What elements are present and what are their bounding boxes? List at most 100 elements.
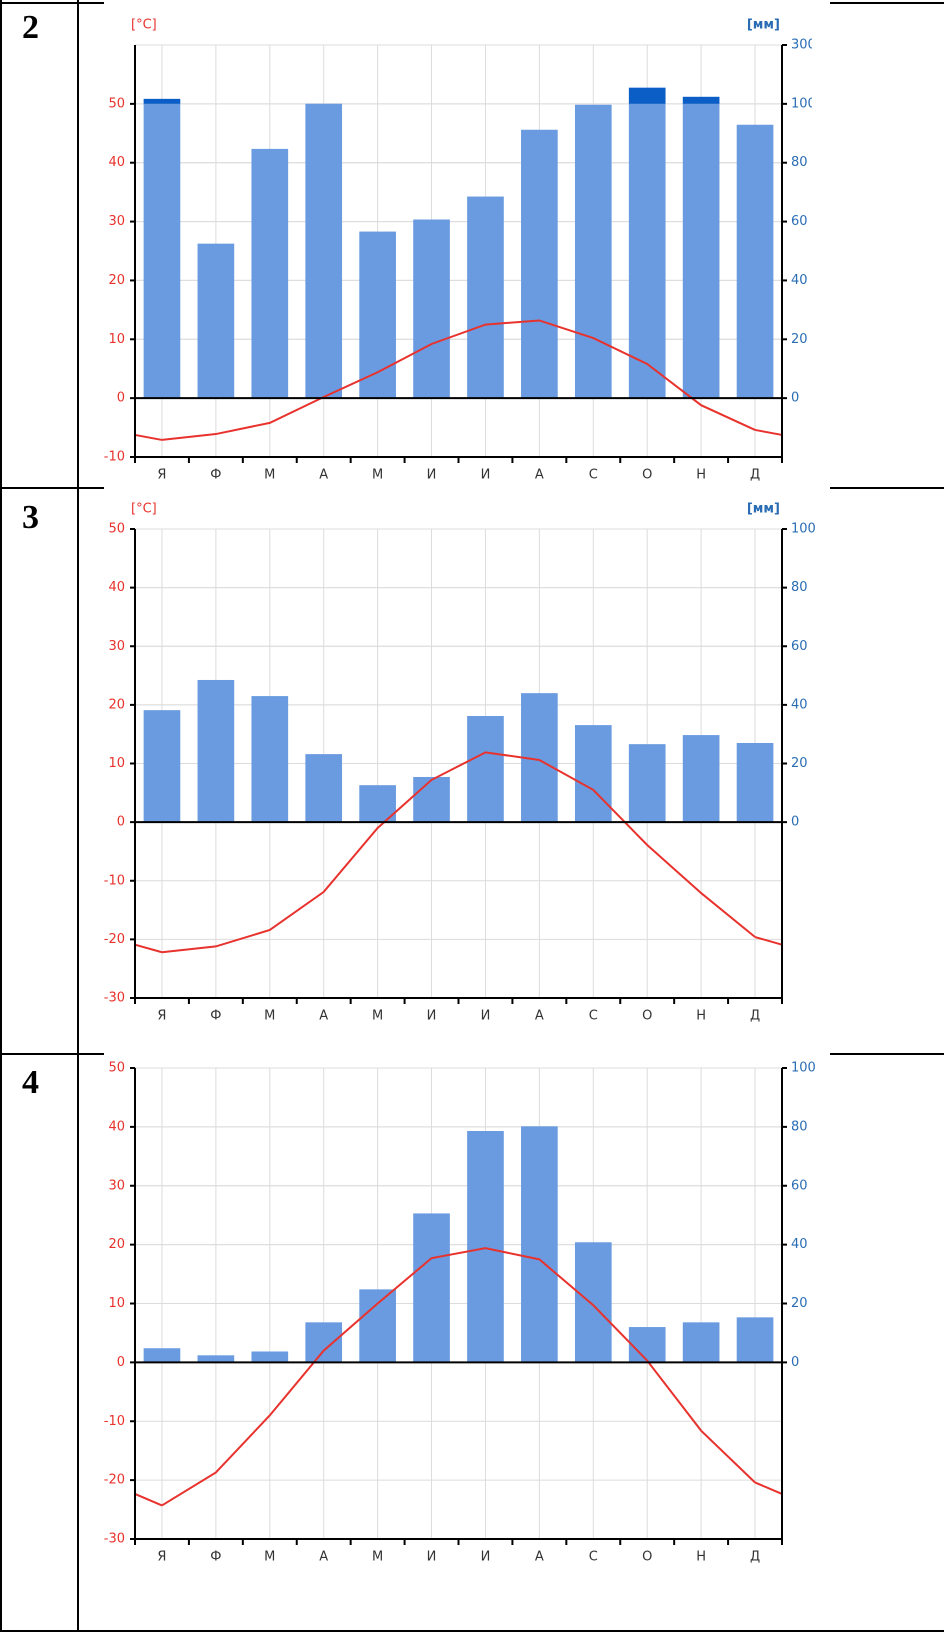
bar [736,1317,774,1363]
y-tick-label: 40 [108,155,125,170]
bar [736,742,774,823]
bar [574,104,612,399]
y-axis-label: [°C] [131,502,157,517]
bar [413,219,450,399]
y-tick-label: -10 [104,1414,125,1429]
x-tick-label: С [589,1009,598,1024]
y2-tick-label: 60 [791,1178,808,1193]
x-tick-label: Ф [210,468,221,483]
y2-tick-label: 60 [791,639,808,654]
x-tick-label: А [535,468,544,483]
x-tick-label: О [642,468,652,483]
x-tick-label: С [589,468,598,483]
line-wrap [134,1493,163,1507]
y-tick-label: 40 [108,580,125,595]
bar [413,1213,450,1363]
bar [251,148,289,399]
y-tick-label: 30 [108,1178,125,1193]
y2-tick-label: 0 [791,815,799,830]
x-tick-label: М [372,1550,383,1565]
y-tick-label: -20 [104,932,125,947]
y2-tick-label: 80 [791,1119,808,1134]
x-tick-label: М [372,1009,383,1024]
x-tick-label: Ф [210,1550,221,1565]
y2-tick-label: 80 [791,580,808,595]
bar [628,103,666,399]
x-tick-label: Д [750,1009,760,1024]
y-tick-label: 0 [117,391,125,406]
bar-overflow [143,98,181,104]
x-tick-label: И [481,1009,491,1024]
y-tick-label: 10 [108,1296,125,1311]
x-tick-label: Д [750,468,760,483]
x-tick-label: М [264,1009,275,1024]
bar-overflow [628,87,666,104]
bar [197,243,235,399]
bar [467,1130,504,1363]
y2-tick-label: 20 [791,1296,808,1311]
x-tick-label: О [642,1550,652,1565]
line [161,1247,756,1507]
y-tick-label: -10 [104,450,125,465]
panel-label: 4 [22,1064,39,1101]
line [161,319,756,441]
bar [628,744,666,823]
bar [521,129,558,399]
x-tick-label: И [427,1550,437,1565]
bar [682,735,720,823]
y-axis-label: [°C] [131,1041,157,1056]
x-tick-label: И [481,468,491,483]
bar [197,1355,235,1363]
line-wrap [134,943,163,954]
y-tick-label: 20 [108,273,125,288]
bar [305,754,343,823]
y-tick-label: 0 [117,815,125,830]
x-tick-label: А [319,1550,328,1565]
bar [682,1322,720,1363]
y2-tick-label: 100 [791,96,816,111]
y-tick-label: 0 [117,1355,125,1370]
bar [736,124,774,399]
panel-label: 3 [22,499,39,536]
x-tick-label: Н [696,1009,706,1024]
y2-tick-label: 20 [791,332,808,347]
y-tick-label: 30 [108,639,125,654]
bar [143,103,181,399]
x-tick-label: М [264,468,275,483]
y-tick-label: 50 [108,522,125,537]
bar [251,696,289,823]
chart: [°C] [мм] -30 -20 -10 0 10 20 30 40 50 0 20 40 60 80 100… [104,502,816,1024]
bar [521,1126,558,1363]
x-tick-label: А [319,468,328,483]
bar [143,1348,181,1363]
line [161,751,756,954]
bar [305,1322,343,1363]
x-tick-label: А [535,1550,544,1565]
bar [413,776,450,823]
bar-overflow [682,96,720,104]
bar [359,1289,396,1363]
x-tick-label: Я [157,1550,166,1565]
x-tick-label: Н [696,468,706,483]
bar [143,710,181,823]
bar [467,716,504,823]
y-tick-label: 10 [108,332,125,347]
y2-tick-label: 40 [791,697,808,712]
bar [682,103,720,399]
bar [359,231,396,399]
x-tick-label: Я [157,468,166,483]
y-tick-label: -20 [104,1473,125,1488]
y-tick-label: 50 [108,96,125,111]
line-wrap [134,433,163,441]
y-tick-label: -30 [104,1532,125,1547]
y2-tick-label: 0 [791,1355,799,1370]
panel-label: 2 [22,9,39,46]
y-tick-label: 20 [108,697,125,712]
bar [251,1351,289,1363]
bar [305,103,343,399]
x-tick-label: С [589,1550,598,1565]
y-tick-label: -10 [104,873,125,888]
